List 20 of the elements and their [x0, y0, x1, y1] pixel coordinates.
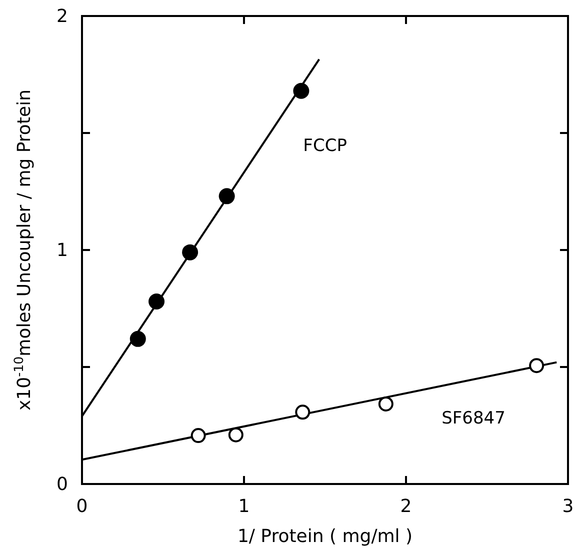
point [295, 404, 310, 420]
point [148, 293, 165, 310]
point [529, 358, 544, 374]
y-tick-label: 0 [56, 474, 68, 495]
point [182, 244, 198, 260]
x-tick-label: 0 [76, 496, 88, 517]
point [218, 188, 235, 204]
point [378, 396, 394, 412]
point [130, 330, 146, 347]
x-tick-label: 2 [400, 496, 412, 517]
point [293, 82, 310, 99]
point [228, 427, 244, 442]
y-tick-label: 2 [56, 6, 68, 27]
text: SF6847 [442, 408, 506, 429]
x-tick-label: 1 [238, 496, 250, 517]
x-tick-label: 3 [562, 496, 574, 517]
text: FCCP [303, 136, 347, 156]
y-tick-label: 1 [56, 240, 68, 261]
point [190, 428, 206, 444]
x-axis-title: 1/ Protein ( mg/ml ) [237, 526, 413, 547]
